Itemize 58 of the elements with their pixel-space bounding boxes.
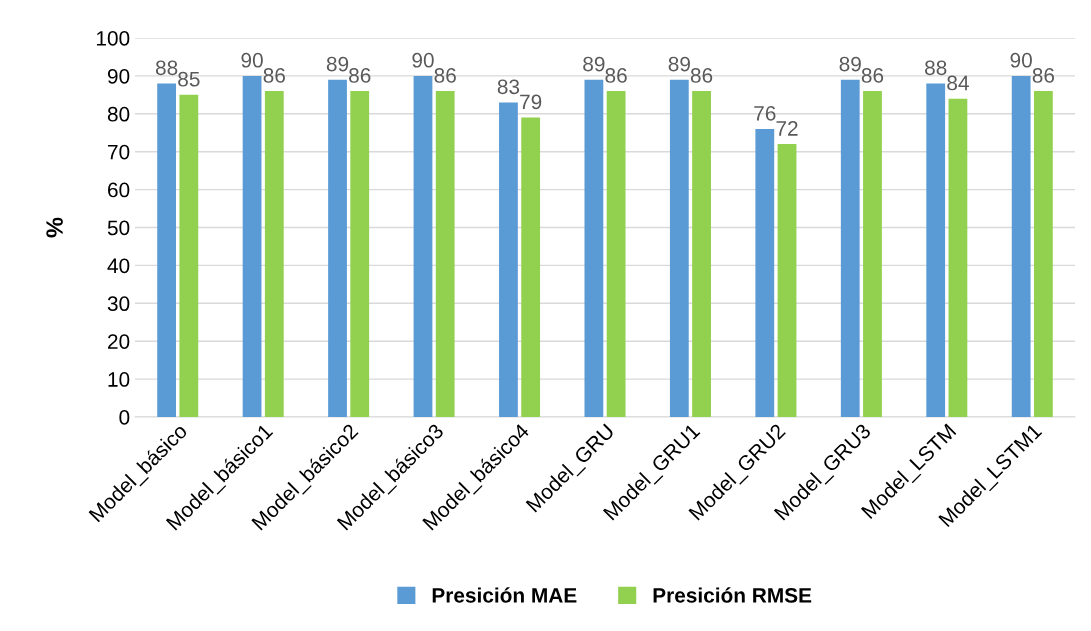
bar [499,102,518,417]
bar [179,94,199,417]
bar [669,79,689,417]
data-label: 90 [412,52,434,68]
data-label: 86 [690,68,713,83]
data-label: 85 [178,71,200,87]
y-tick-label: 20 [108,334,130,349]
data-label: 90 [241,52,263,68]
data-label: 86 [349,68,371,83]
data-label: 86 [605,68,627,83]
y-axis-title: % [46,217,63,238]
y-tick-label: 30 [107,296,130,312]
y-tick-label: 70 [108,144,130,160]
data-label: 83 [497,79,520,95]
bar [606,91,626,417]
bar [948,98,968,417]
y-tick-label: 60 [108,182,130,198]
data-label: 88 [925,60,947,76]
data-label: 88 [155,60,178,76]
bar [1033,91,1053,417]
data-label: 76 [754,105,776,121]
data-label: 90 [1010,52,1032,68]
data-label: 79 [520,94,542,110]
bar [777,144,797,417]
data-label: 84 [947,75,969,91]
bar [413,75,433,417]
data-label: 89 [583,56,605,72]
y-tick-label: 0 [119,410,130,425]
data-label: 86 [434,68,456,83]
bar [840,79,860,417]
bar [435,91,455,417]
bar [863,91,882,417]
bar [1011,75,1031,417]
data-label: 89 [839,56,861,72]
bar [157,83,177,417]
y-tick-label: 90 [107,68,130,84]
bar [584,79,604,417]
data-label: 89 [326,56,349,72]
y-tick-label: 100 [96,31,130,46]
data-label: 86 [861,68,884,83]
bar [242,75,262,417]
bar [350,91,370,417]
y-tick-label: 40 [107,258,130,274]
data-label: 89 [668,56,690,72]
bar [755,128,775,417]
data-label: 86 [1032,68,1055,83]
legend-label: Presición RMSE [653,587,812,603]
y-tick-label: 80 [107,106,130,122]
bar [264,91,284,417]
legend-label: Presición MAE [432,587,577,603]
bar [328,79,347,417]
y-tick-label: 10 [108,372,130,387]
data-label: 86 [263,68,285,83]
bar [692,91,711,417]
data-label: 72 [776,121,798,136]
bar [521,117,541,417]
bar [926,83,946,417]
y-tick-label: 50 [107,220,130,236]
